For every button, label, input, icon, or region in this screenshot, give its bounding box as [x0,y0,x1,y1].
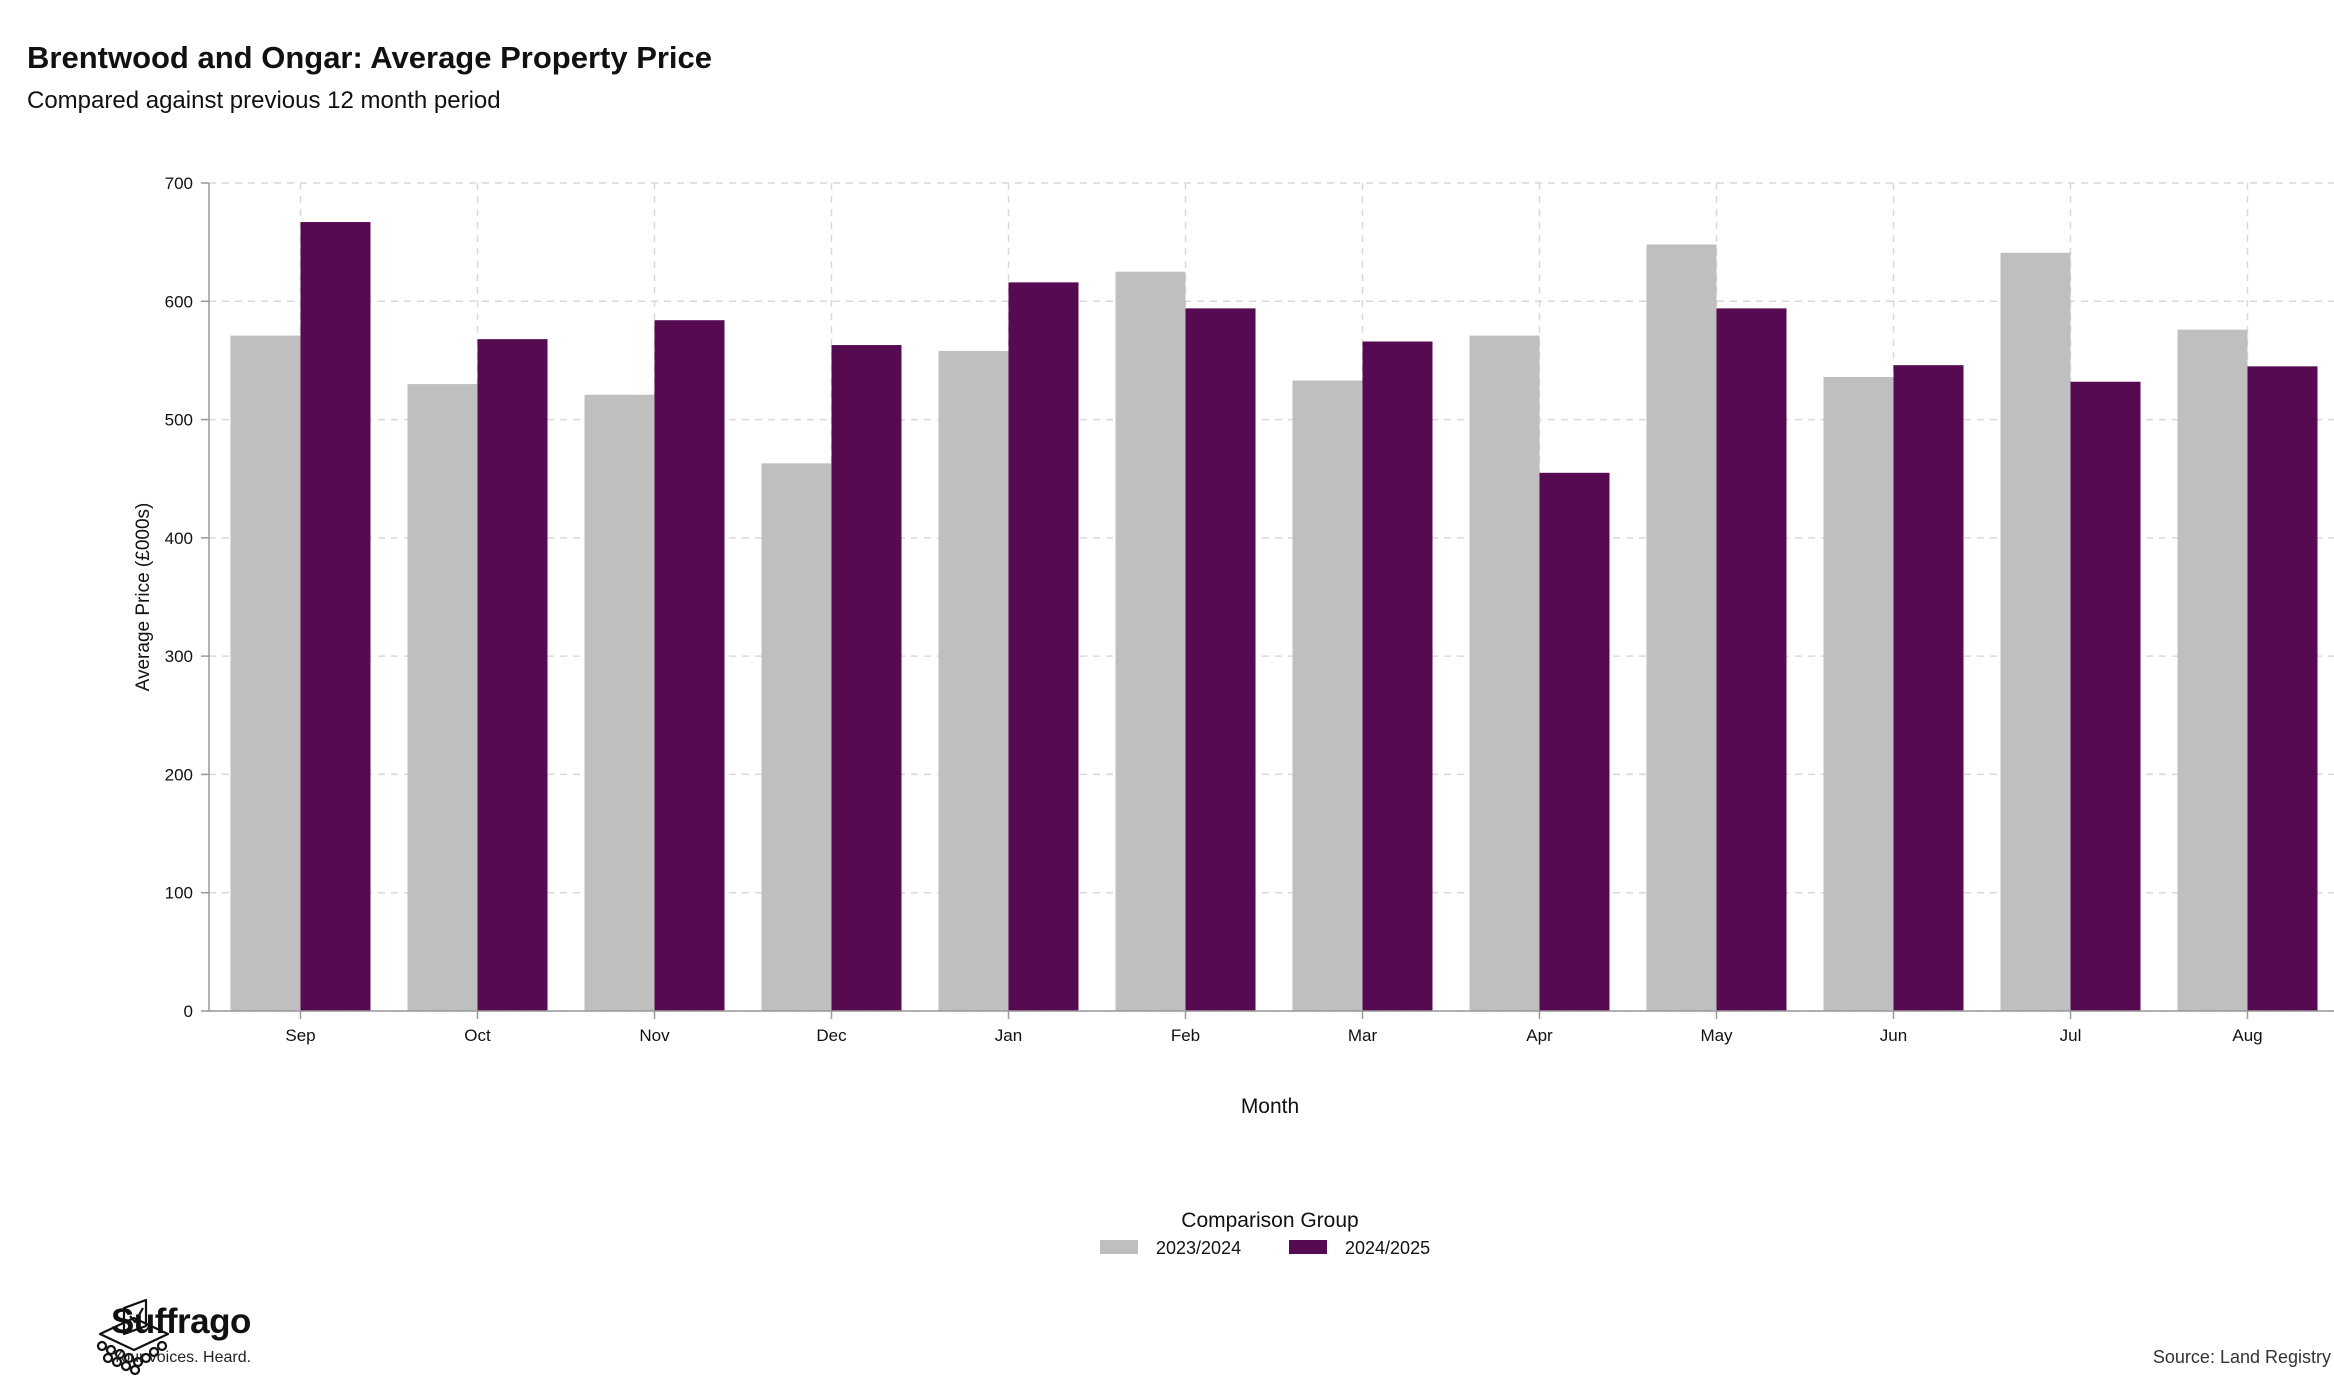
source-note: Source: Land Registry [2152,1347,2331,1367]
chart-axes [208,183,2334,1012]
x-axis-label: Month [1241,1095,1299,1118]
y-tick-label: 0 [184,1002,193,1021]
bar-dec-2024-2025 [831,345,902,1012]
bar-nov-2023-2024 [584,394,655,1011]
x-tick-label: Mar [1348,1026,1378,1045]
x-tick-label: Jan [995,1026,1022,1045]
legend-label: 2024/2025 [1345,1238,1430,1258]
bar-oct-2023-2024 [407,384,478,1012]
bar-jul-2023-2024 [2000,252,2071,1011]
legend-label: 2023/2024 [1156,1238,1241,1258]
bar-feb-2023-2024 [1115,271,1186,1011]
y-tick-label: 300 [165,647,193,666]
legend-swatch [1100,1240,1138,1254]
x-tick-label: Aug [2232,1026,2262,1045]
brand-tagline: Your voices. Heard. [112,1349,252,1366]
x-tick-label: Dec [816,1026,847,1045]
bar-mar-2024-2025 [1362,341,1433,1011]
y-tick-label: 500 [165,411,193,430]
x-tick-label: Oct [464,1026,491,1045]
x-tick-label: Jul [2060,1026,2082,1045]
bar-jan-2024-2025 [1008,282,1079,1011]
x-tick-label: Sep [285,1026,315,1045]
bar-apr-2024-2025 [1539,472,1610,1011]
y-tick-label: 100 [165,884,193,903]
bar-sep-2023-2024 [230,335,301,1011]
bar-jun-2023-2024 [1823,376,1894,1011]
x-tick-label: Feb [1171,1026,1200,1045]
bar-aug-2023-2024 [2177,329,2248,1011]
x-tick-label: Nov [639,1026,670,1045]
bar-apr-2023-2024 [1469,335,1540,1011]
y-tick-labels: 0 100 200 300 400 500 600 700 [165,174,193,1021]
bar-dec-2023-2024 [761,463,832,1011]
bar-aug-2024-2025 [2247,366,2318,1011]
bar-jul-2024-2025 [2070,381,2141,1012]
suffrago-logo-icon [96,1298,170,1376]
bar-may-2024-2025 [1716,308,1787,1012]
bar-nov-2024-2025 [654,320,725,1011]
y-tick-label: 400 [165,529,193,548]
page-title: Brentwood and Ongar: Average Property Pr… [27,40,713,75]
x-tick-label: Jun [1880,1026,1907,1045]
bar-jun-2024-2025 [1893,365,1964,1011]
chart-bars [230,222,2318,1012]
legend-swatch [1289,1240,1327,1254]
x-tick-label: Apr [1526,1026,1553,1045]
y-tick-label: 600 [165,292,193,311]
bar-oct-2024-2025 [477,339,548,1011]
y-tick-label: 200 [165,765,193,784]
x-tick-label: May [1700,1026,1733,1045]
y-tick-label: 700 [165,174,193,193]
page-subtitle: Compared against previous 12 month perio… [27,87,501,114]
brand-name: Suffrago [111,1302,251,1341]
bar-jan-2023-2024 [938,350,1009,1012]
bar-feb-2024-2025 [1185,308,1256,1012]
bar-may-2023-2024 [1646,244,1717,1012]
bar-sep-2024-2025 [300,222,371,1011]
y-axis-label: Average Price (£000s) [133,503,154,692]
x-tick-labels: Sep Oct Nov Dec Jan Feb Mar Apr May Jun Jul Aug [285,1026,2262,1045]
legend-title: Comparison Group [1181,1209,1358,1232]
bar-mar-2023-2024 [1292,380,1363,1012]
legend: 2023/2024 2024/2025 [1100,1238,1430,1258]
